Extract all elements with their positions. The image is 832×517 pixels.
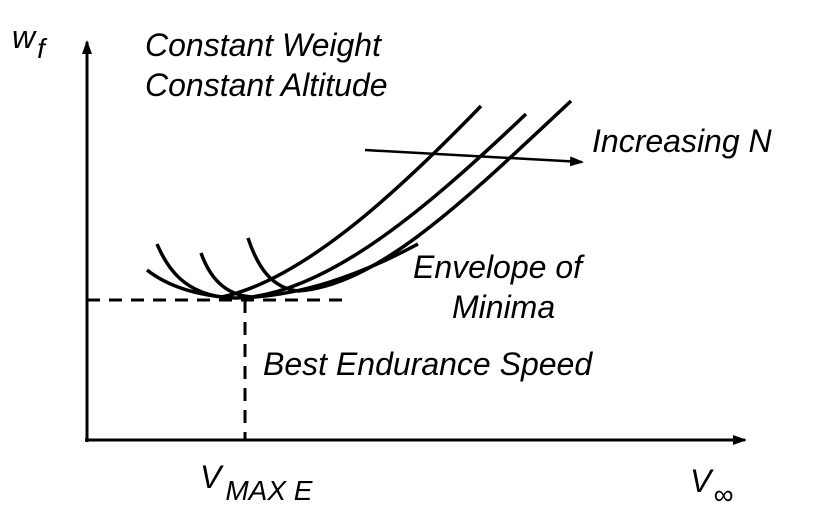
y-axis-label-main: w: [12, 19, 37, 55]
best-endurance-speed-label: Best Endurance Speed: [263, 346, 593, 382]
x-axis-label-subscript: ∞: [713, 479, 733, 510]
fuel-flow-curve-1: [155, 104, 483, 299]
envelope-label-line-1: Envelope of: [413, 249, 585, 285]
v-max-e-subscript: MAX E: [225, 475, 312, 506]
title-line-1: Constant Weight: [145, 27, 382, 63]
v-max-e-label: V MAX E: [200, 459, 313, 506]
title-line-2: Constant Altitude: [145, 67, 388, 103]
v-max-e-main: V: [200, 459, 224, 495]
increasing-n-label: Increasing N: [592, 123, 773, 159]
envelope-label-line-2: Minima: [452, 289, 555, 325]
increasing-n-arrow: [364, 148, 584, 167]
y-axis-label: wf: [12, 19, 48, 64]
y-axis-label-subscript: f: [37, 33, 48, 64]
x-axis-label: V∞: [690, 463, 733, 510]
fuel-flow-curve-2: [199, 112, 528, 299]
x-axis-label-main: V: [690, 463, 714, 499]
fuel-flow-curve-3: [246, 99, 573, 293]
envelope-of-minima-curve: [145, 242, 419, 300]
